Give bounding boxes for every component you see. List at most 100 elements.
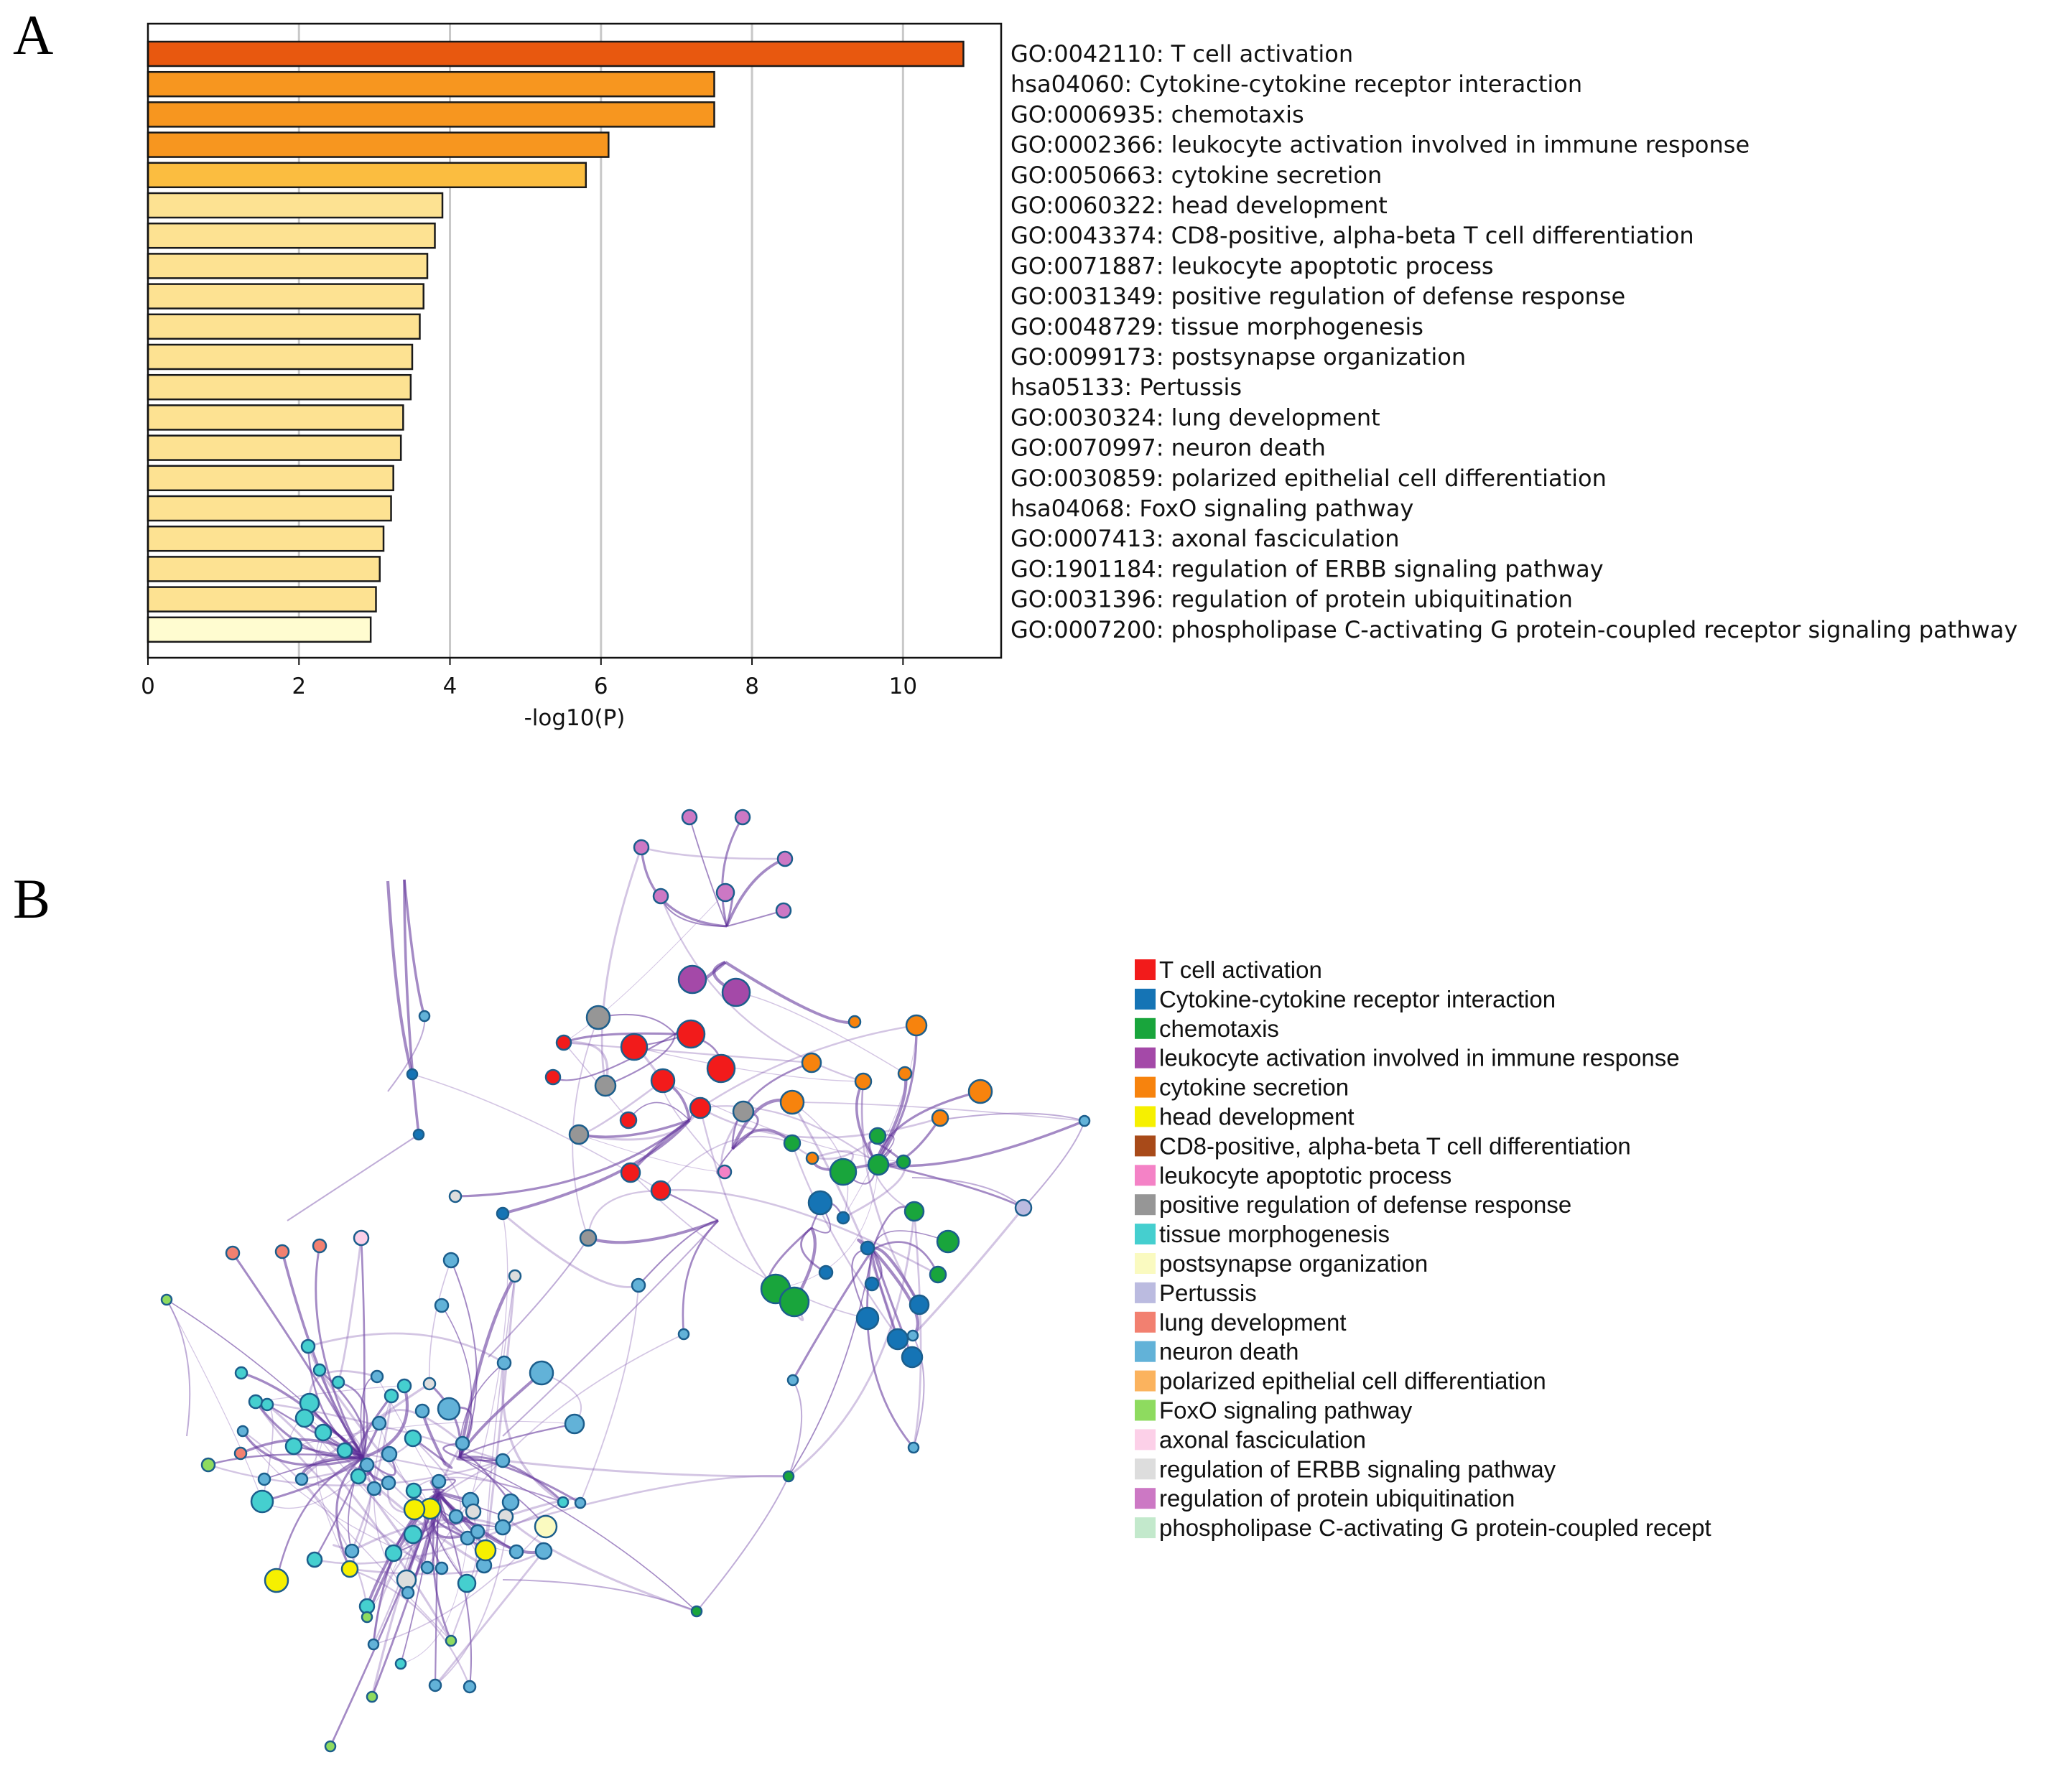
network-node xyxy=(496,1206,510,1221)
network-edge xyxy=(358,1395,393,1459)
network-edge xyxy=(659,895,864,1083)
network-node xyxy=(929,1265,947,1284)
network-node xyxy=(568,1124,590,1145)
network-edge xyxy=(403,879,420,1135)
term-label: GO:0031349: positive regulation of defen… xyxy=(1011,283,1625,310)
network-edge xyxy=(488,1237,589,1358)
network-node xyxy=(652,888,669,905)
legend-swatch xyxy=(1135,1282,1156,1303)
network-node xyxy=(782,1470,795,1483)
network-node xyxy=(1014,1198,1033,1217)
term-label: GO:0007413: axonal fasciculation xyxy=(1011,525,1399,552)
network-edge xyxy=(266,1403,452,1641)
network-node xyxy=(574,1496,587,1509)
network-node xyxy=(619,1111,638,1130)
network-edge xyxy=(875,1119,1085,1168)
network-edge xyxy=(721,816,744,927)
network-node xyxy=(860,1240,875,1256)
network-node xyxy=(445,1634,457,1647)
legend-swatch xyxy=(1135,1224,1156,1245)
bar xyxy=(147,343,414,371)
network-node xyxy=(248,1394,264,1410)
network-edge xyxy=(580,1285,639,1504)
legend-label: regulation of ERBB signaling pathway xyxy=(1159,1456,1556,1482)
term-label: GO:0030324: lung development xyxy=(1011,404,1380,431)
network-node xyxy=(829,1158,858,1186)
network-edge xyxy=(689,816,728,927)
network-node xyxy=(717,1164,733,1180)
network-node xyxy=(405,1482,422,1499)
legend-label: regulation of protein ubiquitination xyxy=(1159,1485,1515,1512)
legend-swatch xyxy=(1135,1429,1156,1450)
network-edge xyxy=(459,1457,697,1612)
legend-swatch xyxy=(1135,1017,1156,1039)
legend-swatch xyxy=(1135,1253,1156,1274)
network-node xyxy=(557,1496,570,1509)
network-node xyxy=(370,1369,384,1384)
network-node xyxy=(257,1472,271,1486)
network-edge xyxy=(315,1432,350,1570)
network-edge xyxy=(338,1381,368,1458)
network-node xyxy=(868,1127,887,1145)
bar xyxy=(147,556,381,582)
network-edge xyxy=(303,1417,485,1567)
network-edge xyxy=(362,1385,409,1459)
network-node xyxy=(594,1074,617,1097)
network-node xyxy=(435,1561,449,1575)
network-node xyxy=(366,1481,382,1496)
network-edge xyxy=(587,1219,719,1244)
network-edge xyxy=(700,1024,917,1109)
network-edge xyxy=(242,1430,368,1607)
network-edge xyxy=(307,1346,468,1539)
network-node xyxy=(855,1306,880,1331)
bars xyxy=(147,40,965,643)
network-node xyxy=(721,977,751,1007)
network-node xyxy=(381,1475,396,1491)
network-edge xyxy=(313,1457,364,1560)
network-node xyxy=(508,1544,524,1560)
network-node xyxy=(312,1238,327,1254)
network-edge xyxy=(307,1332,505,1364)
network-node xyxy=(384,1544,403,1563)
legend-swatch xyxy=(1135,1106,1156,1127)
network-edge xyxy=(242,1430,442,1569)
network-edge xyxy=(435,1501,511,1686)
network-node xyxy=(457,1573,477,1593)
network-node xyxy=(620,1033,649,1061)
bar xyxy=(147,70,715,98)
term-labels: GO:0042110: T cell activation hsa04060: C… xyxy=(1011,40,2017,643)
network-node xyxy=(779,1089,805,1115)
network-legend: T cell activation Cytokine-cytokine recep… xyxy=(1135,956,1711,1541)
network-edge xyxy=(457,1275,516,1458)
network-node xyxy=(715,882,735,903)
legend-label: CD8-positive, alpha-beta T cell differen… xyxy=(1159,1132,1631,1159)
network-edge xyxy=(788,1379,803,1477)
network-node xyxy=(620,1162,641,1183)
network-node xyxy=(909,1294,930,1315)
network-edge xyxy=(628,1102,690,1121)
network-node xyxy=(734,809,751,826)
network-node xyxy=(234,1366,248,1380)
network-edge xyxy=(875,1162,1024,1209)
network-edge xyxy=(502,1220,719,1437)
network-edge xyxy=(456,1456,503,1462)
grid-lines xyxy=(297,24,904,658)
term-label: GO:0048729: tissue morphogenesis xyxy=(1011,313,1423,340)
network-edge xyxy=(483,1275,516,1566)
network-node xyxy=(250,1489,274,1514)
network-edge xyxy=(872,1241,939,1275)
legend-swatch xyxy=(1135,1488,1156,1509)
term-label: GO:0030859: polarized epithelial cell di… xyxy=(1011,465,1607,492)
network-edge xyxy=(335,1456,363,1570)
bar xyxy=(147,525,385,552)
network-edge xyxy=(412,1437,453,1469)
network-edge xyxy=(455,1333,684,1517)
network-edge xyxy=(700,1105,879,1165)
network-edge xyxy=(587,1189,661,1239)
network-edge xyxy=(578,1119,690,1138)
network-node xyxy=(460,1530,475,1546)
network-node xyxy=(465,1503,482,1520)
network-edge xyxy=(775,1164,879,1290)
network-edge xyxy=(373,1526,547,1645)
legend-swatch xyxy=(1135,1370,1156,1392)
